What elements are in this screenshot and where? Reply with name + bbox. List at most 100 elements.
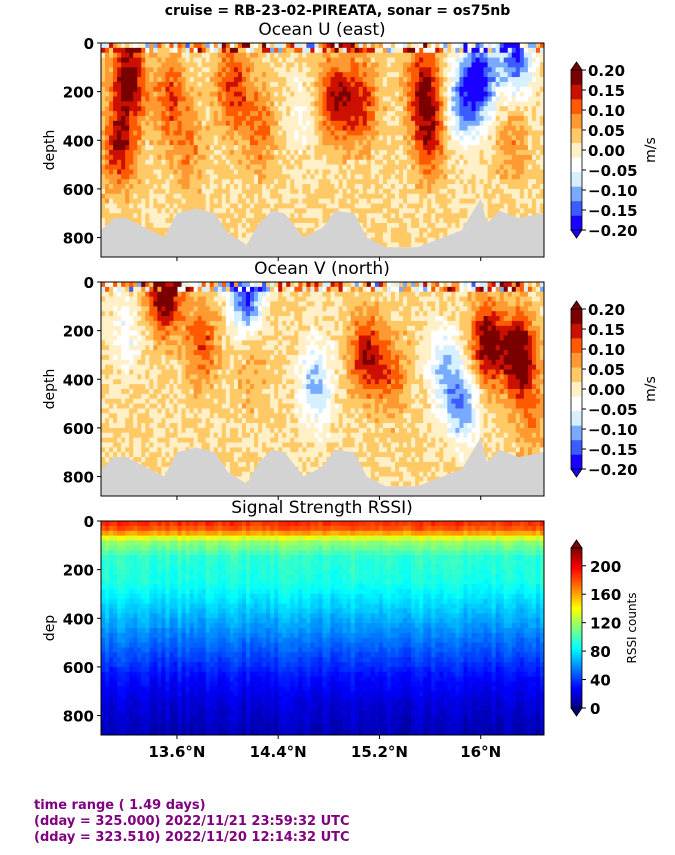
heatmap-cell: [133, 62, 138, 68]
heatmap-cell: [382, 115, 388, 122]
heatmap-cell: [495, 140, 501, 146]
heatmap-cell: [241, 218, 247, 224]
heatmap-cell: [386, 164, 392, 171]
heatmap-cell: [527, 111, 533, 117]
heatmap-cell: [302, 193, 307, 200]
heatmap-cell: [403, 164, 408, 171]
heatmap-cell: [133, 101, 138, 107]
heatmap-cell: [386, 218, 392, 224]
heatmap-cell: [523, 86, 529, 93]
heatmap-cell: [451, 198, 456, 205]
heatmap-cell: [141, 96, 146, 102]
heatmap-cell: [250, 47, 255, 54]
heatmap-cell: [274, 81, 279, 88]
heatmap-cell: [322, 203, 328, 209]
heatmap-cell: [173, 43, 179, 49]
heatmap-cell: [294, 111, 299, 117]
heatmap-cell: [161, 174, 167, 180]
heatmap-cell: [431, 101, 436, 107]
heatmap-cell: [515, 145, 521, 151]
heatmap-cell: [419, 174, 424, 180]
heatmap-cell: [507, 72, 513, 78]
heatmap-cell: [382, 67, 388, 73]
heatmap-cell: [141, 130, 146, 137]
heatmap-cell: [403, 125, 408, 132]
heatmap-cell: [415, 222, 420, 229]
heatmap-cell: [310, 101, 316, 107]
heatmap-cell: [189, 91, 195, 98]
heatmap-cell: [399, 232, 404, 239]
heatmap-cell: [394, 125, 400, 132]
heatmap-cell: [278, 193, 283, 200]
heatmap-cell: [189, 57, 195, 64]
heatmap-cell: [137, 188, 142, 195]
heatmap-cell: [419, 164, 424, 171]
heatmap-cell: [173, 198, 179, 205]
heatmap-cell: [306, 57, 312, 64]
heatmap-cell: [262, 43, 267, 49]
heatmap-cell: [177, 72, 183, 78]
heatmap-cell: [334, 140, 340, 146]
heatmap-cell: [382, 203, 388, 209]
heatmap-cell: [177, 188, 183, 195]
heatmap-cell: [298, 47, 303, 54]
heatmap-cell: [459, 106, 465, 112]
heatmap-cell: [193, 91, 199, 98]
heatmap-cell: [105, 198, 110, 205]
heatmap-cell: [153, 159, 158, 166]
heatmap-cell: [306, 159, 312, 166]
heatmap-cell: [515, 169, 521, 175]
heatmap-cell: [270, 106, 275, 112]
heatmap-cell: [507, 43, 513, 49]
heatmap-cell: [149, 72, 154, 78]
heatmap-cell: [374, 111, 380, 117]
heatmap-cell: [382, 169, 388, 175]
heatmap-cell: [322, 86, 328, 93]
heatmap-cell: [346, 184, 352, 190]
heatmap-cell: [125, 198, 130, 205]
heatmap-cell: [322, 91, 328, 98]
heatmap-cell: [173, 203, 179, 209]
heatmap-cell: [390, 193, 396, 200]
heatmap-cell: [394, 188, 400, 195]
heatmap-cell: [270, 67, 275, 73]
heatmap-cell: [193, 115, 199, 122]
heatmap-cell: [403, 222, 408, 229]
heatmap-cell: [427, 203, 432, 209]
heatmap-cell: [177, 184, 183, 190]
heatmap-cell: [455, 213, 461, 219]
heatmap-cell: [262, 150, 267, 156]
heatmap-cell: [334, 135, 340, 141]
heatmap-cell: [165, 174, 171, 180]
heatmap-cell: [169, 208, 175, 214]
heatmap-cell: [354, 106, 360, 112]
heatmap-cell: [169, 77, 175, 83]
heatmap-cell: [153, 47, 158, 54]
heatmap-cell: [302, 72, 307, 78]
heatmap-cell: [193, 130, 199, 137]
heatmap-cell: [366, 179, 372, 185]
heatmap-cell: [539, 140, 544, 146]
heatmap-cell: [165, 86, 171, 93]
heatmap-cell: [262, 193, 267, 200]
heatmap-cell: [125, 106, 130, 112]
heatmap-cell: [459, 208, 465, 214]
heatmap-cell: [181, 159, 187, 166]
heatmap-cell: [334, 193, 340, 200]
heatmap-cell: [535, 140, 541, 146]
heatmap-cell: [539, 130, 544, 137]
heatmap-cell: [105, 350, 110, 356]
heatmap-cell: [415, 169, 420, 175]
heatmap-cell: [451, 101, 456, 107]
heatmap-cell: [471, 140, 477, 146]
heatmap-cell: [394, 72, 400, 78]
heatmap-cell: [101, 154, 106, 161]
heatmap-cell: [390, 174, 396, 180]
heatmap-cell: [101, 222, 106, 229]
heatmap-cell: [390, 115, 396, 122]
heatmap-cell: [286, 115, 291, 122]
heatmap-cell: [101, 203, 106, 209]
heatmap-cell: [262, 47, 267, 54]
heatmap-cell: [278, 62, 283, 68]
heatmap-cell: [221, 62, 227, 68]
